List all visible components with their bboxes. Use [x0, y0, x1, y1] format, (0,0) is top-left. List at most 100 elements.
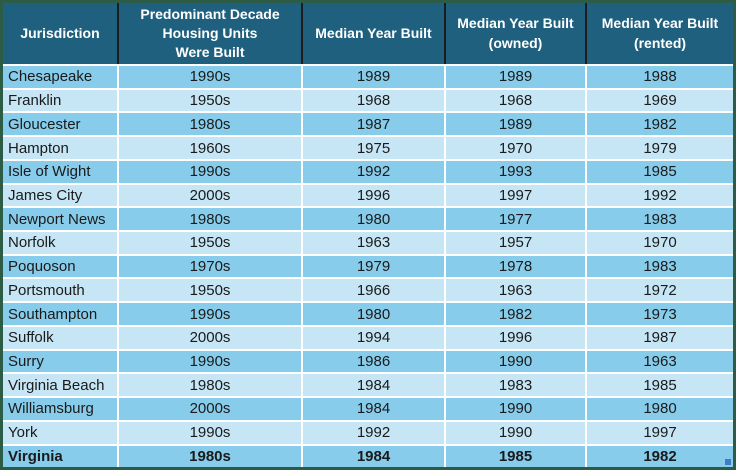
median-year-rented-cell: 1985	[586, 373, 733, 399]
jurisdiction-cell: Southampton	[3, 302, 119, 327]
median-year-rented-cell: 1980	[586, 397, 733, 422]
decade-built-cell: 1950s	[118, 88, 303, 114]
jurisdiction-cell: Surry	[3, 349, 119, 375]
median-year-cell: 1984	[302, 373, 446, 399]
table-row: Southampton 1990s 1980 1982 1973	[3, 302, 733, 327]
decade-built-cell: 1980s	[118, 112, 303, 138]
decade-built-cell: 1950s	[118, 278, 303, 304]
median-year-cell: 1980	[302, 302, 446, 327]
table-row: Gloucester 1980s 1987 1989 1982	[3, 112, 733, 138]
jurisdiction-cell: James City	[3, 183, 119, 209]
jurisdiction-cell: Virginia Beach	[3, 373, 119, 399]
median-year-owned-cell: 1957	[445, 231, 587, 256]
table-row: Franklin 1950s 1968 1968 1969	[3, 88, 733, 114]
median-year-cell: 1992	[302, 420, 446, 446]
table-row: Virginia Beach 1980s 1984 1983 1985	[3, 373, 733, 399]
median-year-owned-cell: 1968	[445, 88, 587, 114]
jurisdiction-cell: York	[3, 420, 119, 446]
jurisdiction-cell: Newport News	[3, 207, 119, 233]
jurisdiction-cell: Poquoson	[3, 254, 119, 280]
median-year-rented-cell: 1963	[586, 349, 733, 375]
table-row: Portsmouth 1950s 1966 1963 1972	[3, 278, 733, 304]
column-header-predominant-decade: Predominant Decade Housing Units Were Bu…	[118, 3, 303, 66]
median-year-owned-cell: 1983	[445, 373, 587, 399]
table-header: Jurisdiction Predominant Decade Housing …	[3, 3, 733, 66]
median-year-owned-cell: 1990	[445, 397, 587, 422]
decade-built-cell: 1980s	[118, 207, 303, 233]
median-year-rented-cell: 1982	[586, 112, 733, 138]
decade-built-cell: 1990s	[118, 159, 303, 185]
median-year-rented-cell: 1979	[586, 136, 733, 161]
median-year-cell: 1984	[302, 397, 446, 422]
jurisdiction-cell: Williamsburg	[3, 397, 119, 422]
column-header-jurisdiction: Jurisdiction	[3, 3, 119, 66]
table-row: Williamsburg 2000s 1984 1990 1980	[3, 397, 733, 422]
median-year-rented-cell: 1972	[586, 278, 733, 304]
header-row: Jurisdiction Predominant Decade Housing …	[3, 3, 733, 66]
table-row: Hampton 1960s 1975 1970 1979	[3, 136, 733, 161]
jurisdiction-cell: Franklin	[3, 88, 119, 114]
table-row: Isle of Wight 1990s 1992 1993 1985	[3, 159, 733, 185]
median-year-rented-cell: 1983	[586, 254, 733, 280]
median-year-owned-cell: 1978	[445, 254, 587, 280]
median-year-cell: 1979	[302, 254, 446, 280]
decade-built-cell: 2000s	[118, 183, 303, 209]
table-row: Chesapeake 1990s 1989 1989 1988	[3, 65, 733, 90]
median-year-cell: 1975	[302, 136, 446, 161]
table-body: Chesapeake 1990s 1989 1989 1988 Franklin 1950s…	[3, 65, 733, 467]
median-year-cell: 1963	[302, 231, 446, 256]
jurisdiction-cell: Virginia	[3, 444, 119, 467]
median-year-cell: 1989	[302, 65, 446, 90]
decade-built-cell: 1980s	[118, 373, 303, 399]
median-year-owned-cell: 1990	[445, 349, 587, 375]
column-header-median-year-built: Median Year Built	[302, 3, 446, 66]
decade-built-cell: 1970s	[118, 254, 303, 280]
decade-built-cell: 2000s	[118, 397, 303, 422]
jurisdiction-cell: Norfolk	[3, 231, 119, 256]
jurisdiction-cell: Hampton	[3, 136, 119, 161]
selection-fill-handle-icon	[725, 459, 731, 465]
median-year-cell: 1986	[302, 349, 446, 375]
median-year-cell: 1987	[302, 112, 446, 138]
median-year-cell: 1968	[302, 88, 446, 114]
median-year-rented-cell: 1992	[586, 183, 733, 209]
jurisdiction-cell: Chesapeake	[3, 65, 119, 90]
decade-built-cell: 2000s	[118, 325, 303, 351]
table-row: Suffolk 2000s 1994 1996 1987	[3, 325, 733, 351]
table-row: Poquoson 1970s 1979 1978 1983	[3, 254, 733, 280]
median-year-cell: 1966	[302, 278, 446, 304]
table-row: Norfolk 1950s 1963 1957 1970	[3, 231, 733, 256]
median-year-owned-cell: 1997	[445, 183, 587, 209]
jurisdiction-cell: Suffolk	[3, 325, 119, 351]
median-year-cell: 1994	[302, 325, 446, 351]
decade-built-cell: 1990s	[118, 302, 303, 327]
median-year-owned-cell: 1963	[445, 278, 587, 304]
median-year-cell: 1992	[302, 159, 446, 185]
median-year-owned-cell: 1977	[445, 207, 587, 233]
table-row: York 1990s 1992 1990 1997	[3, 420, 733, 446]
median-year-cell: 1984	[302, 444, 446, 467]
median-year-owned-cell: 1990	[445, 420, 587, 446]
median-year-cell: 1996	[302, 183, 446, 209]
median-year-rented-cell: 1973	[586, 302, 733, 327]
jurisdiction-cell: Isle of Wight	[3, 159, 119, 185]
table-row: Surry 1990s 1986 1990 1963	[3, 349, 733, 375]
median-year-owned-cell: 1970	[445, 136, 587, 161]
column-header-median-year-built-owned: Median Year Built (owned)	[445, 3, 587, 66]
housing-data-table: Jurisdiction Predominant Decade Housing …	[3, 3, 733, 467]
median-year-rented-cell: 1997	[586, 420, 733, 446]
median-year-owned-cell: 1996	[445, 325, 587, 351]
median-year-rented-cell: 1987	[586, 325, 733, 351]
median-year-rented-cell: 1983	[586, 207, 733, 233]
decade-built-cell: 1960s	[118, 136, 303, 161]
median-year-cell: 1980	[302, 207, 446, 233]
decade-built-cell: 1990s	[118, 420, 303, 446]
median-year-owned-cell: 1989	[445, 65, 587, 90]
table-row: Newport News 1980s 1980 1977 1983	[3, 207, 733, 233]
jurisdiction-cell: Gloucester	[3, 112, 119, 138]
column-header-median-year-built-rented: Median Year Built (rented)	[586, 3, 733, 66]
median-year-owned-cell: 1989	[445, 112, 587, 138]
decade-built-cell: 1980s	[118, 444, 303, 467]
decade-built-cell: 1950s	[118, 231, 303, 256]
jurisdiction-cell: Portsmouth	[3, 278, 119, 304]
